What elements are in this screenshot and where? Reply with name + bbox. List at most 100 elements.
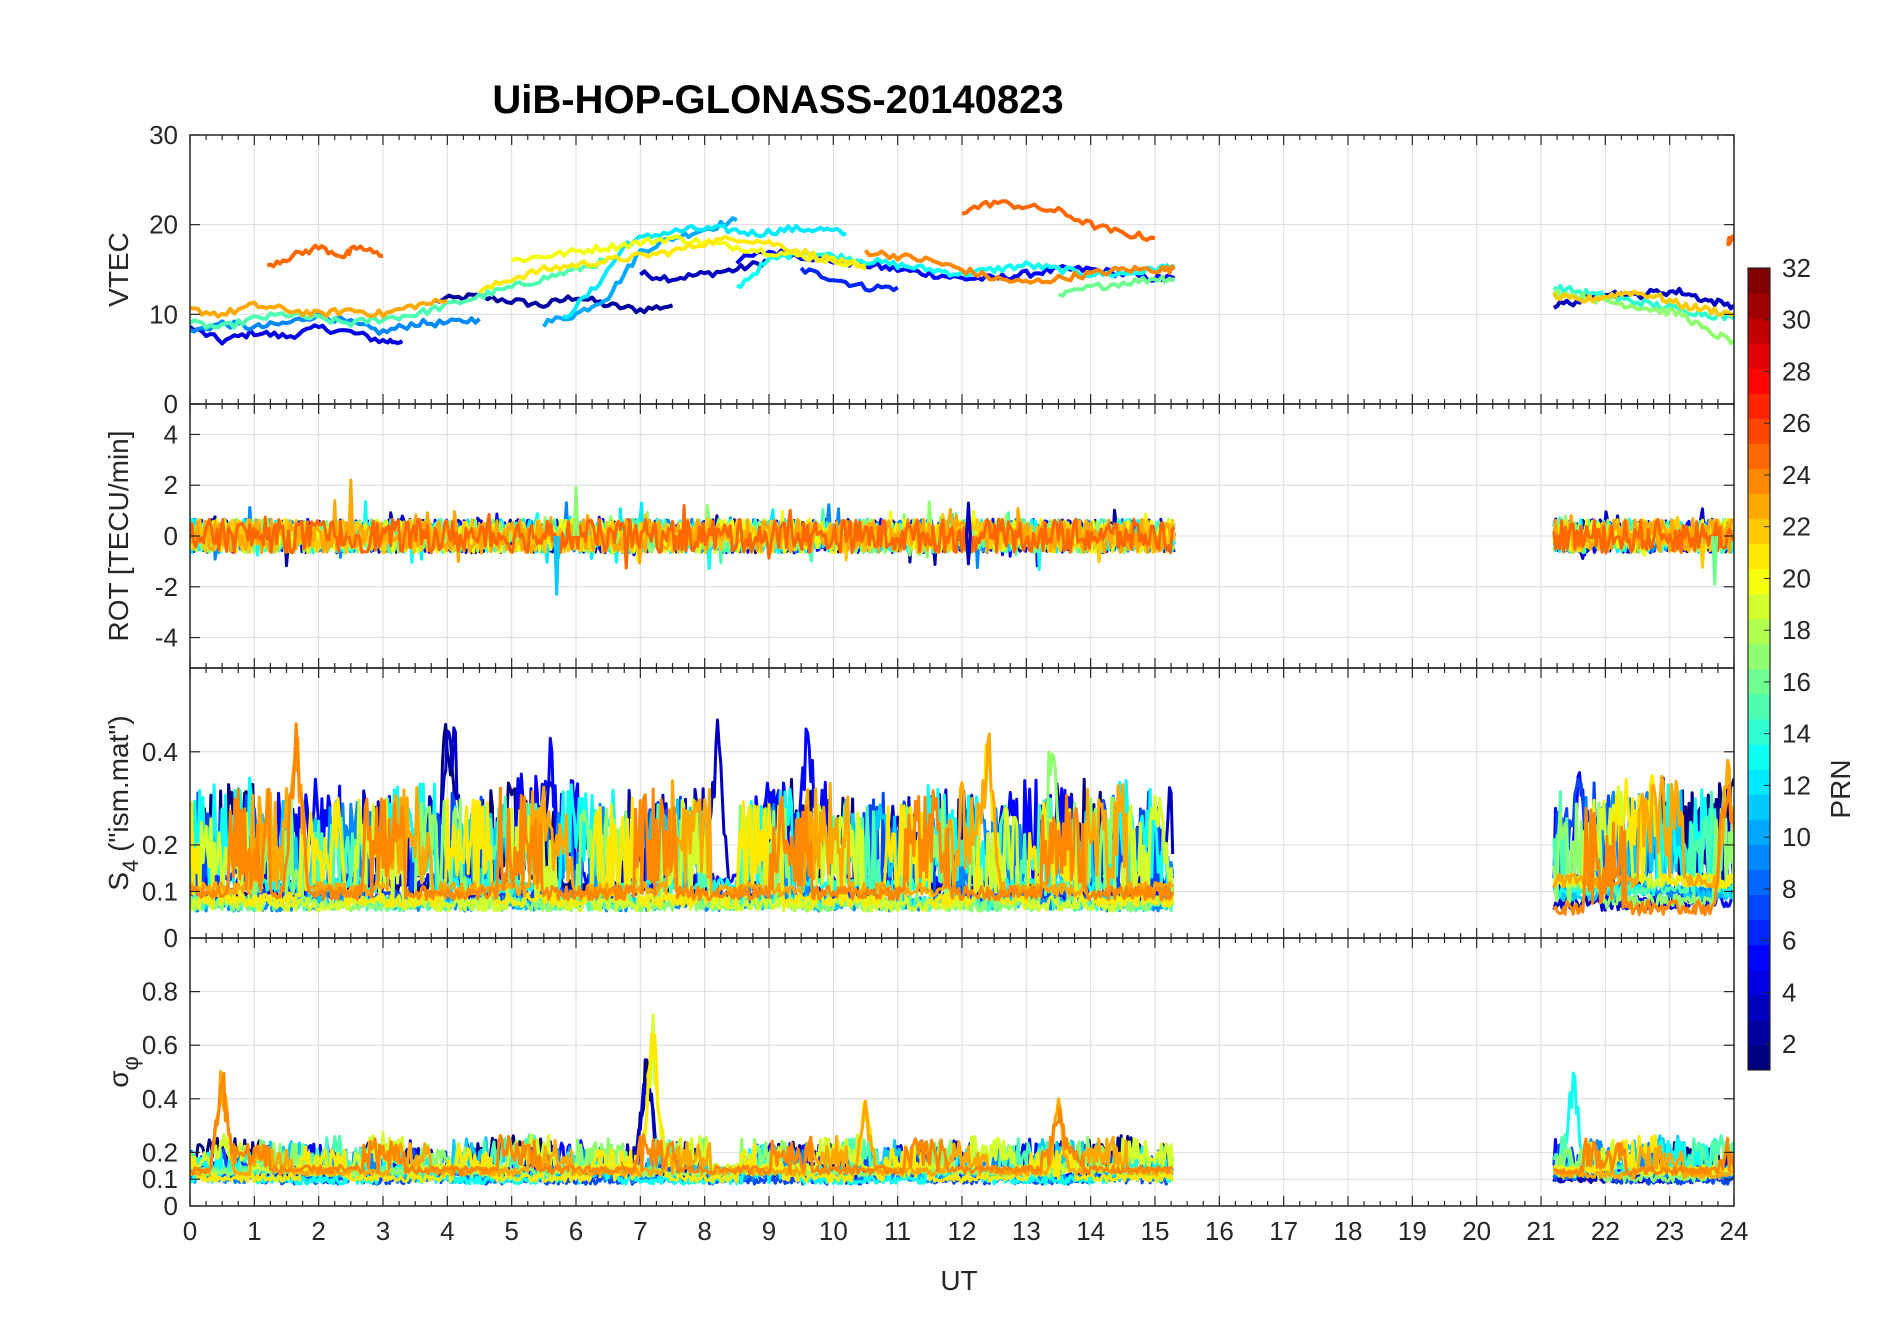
colorbar-swatch <box>1748 543 1770 570</box>
y-tick-label: 0.1 <box>142 876 178 906</box>
x-tick-label: 23 <box>1655 1216 1684 1246</box>
y-tick-label: 2 <box>164 470 178 500</box>
colorbar-swatch <box>1748 318 1770 344</box>
y-axis-label-subscript: φ <box>118 1056 143 1070</box>
y-axis-label: S4 ("ism.mat") <box>103 715 143 890</box>
colorbar-swatch <box>1748 694 1770 720</box>
colorbar-tick-label: 16 <box>1782 667 1811 697</box>
x-tick-label: 3 <box>376 1216 390 1246</box>
ticks <box>189 668 1735 938</box>
colorbar-tick-label: 28 <box>1782 356 1811 386</box>
sigma_phi-series-prn-24 <box>1552 1136 1734 1176</box>
colorbar-swatch <box>1748 618 1770 645</box>
rot-spike <box>965 535 972 566</box>
x-tick-label: 24 <box>1720 1216 1749 1246</box>
colorbar-swatch <box>1748 844 1770 870</box>
chart-title: UiB-HOP-GLONASS-20140823 <box>492 78 1063 122</box>
series-group <box>190 478 1734 596</box>
x-tick-label: 21 <box>1527 1216 1556 1246</box>
y-tick-label: 0.4 <box>142 737 178 767</box>
y-tick-label: 4 <box>164 419 178 449</box>
y-tick-label: 10 <box>149 299 178 329</box>
sigma_phi-series-prn-23 <box>1553 1144 1734 1181</box>
colorbar-tick-label: 6 <box>1782 926 1796 956</box>
colorbar-swatch <box>1748 819 1770 845</box>
x-tick-label: 11 <box>884 1216 911 1246</box>
s4-series-prn-24 <box>190 722 1175 902</box>
x-tick-label: 10 <box>819 1216 848 1246</box>
x-tick-label: 4 <box>440 1216 454 1246</box>
colorbar-tick-label: 24 <box>1782 460 1811 490</box>
rot-spike <box>1711 535 1719 586</box>
colorbar-swatch <box>1748 643 1770 670</box>
y-tick-label: 30 <box>149 120 178 150</box>
vtec-series-prn-16 <box>1057 274 1176 298</box>
sigma_phi-series-prn-21 <box>190 1032 1175 1184</box>
colorbar-swatch <box>1748 1019 1770 1046</box>
x-tick-label: 22 <box>1591 1216 1620 1246</box>
vtec-series-prn-6 <box>799 266 899 293</box>
colorbar-swatch <box>1748 443 1770 469</box>
x-tick-label: 19 <box>1398 1216 1427 1246</box>
x-tick-label: 8 <box>697 1216 711 1246</box>
ticks <box>189 938 1735 1207</box>
y-tick-label: 0.1 <box>142 1164 178 1194</box>
vtec-series-prn-22 <box>1552 289 1734 317</box>
vtec-series-prn-24 <box>863 249 1176 285</box>
series-group <box>190 1013 1734 1186</box>
y-tick-label: 0.2 <box>142 1137 178 1167</box>
colorbar-swatch <box>1748 669 1770 695</box>
y-axis-label-suffix: ("ism.mat") <box>103 715 134 859</box>
rot-spike <box>965 501 972 537</box>
panel-vtec: 0 10 20 30 VTEC <box>103 120 1735 419</box>
x-tick-label: 13 <box>1012 1216 1041 1246</box>
colorbar-tick-label: 10 <box>1782 822 1811 852</box>
colorbar-swatch <box>1748 343 1770 369</box>
colorbar-tick-label: 4 <box>1782 977 1796 1007</box>
y-axis-label: VTEC <box>103 232 134 307</box>
sigma_phi-series-prn-24 <box>190 1071 1174 1176</box>
colorbar-swatch <box>1748 293 1770 319</box>
colorbar-swatch <box>1748 919 1770 946</box>
vtec-series-prn-25 <box>961 199 1156 242</box>
rot-spike <box>572 486 580 537</box>
colorbar-swatch <box>1748 794 1770 820</box>
colorbar-tick-label: 14 <box>1782 719 1811 749</box>
rot-spike <box>347 478 355 537</box>
y-tick-label: -2 <box>155 572 178 602</box>
y-tick-label: 0.2 <box>142 830 178 860</box>
vtec-series-prn-25 <box>1725 234 1734 247</box>
colorbar-tick-label: 22 <box>1782 512 1811 542</box>
vtec-series-prn-4 <box>190 323 404 346</box>
colorbar-swatch <box>1748 468 1770 495</box>
y-axis-label: ROT [TECU/min] <box>103 430 134 641</box>
x-tick-label: 20 <box>1462 1216 1491 1246</box>
rot-series-prn-25 <box>190 504 1176 570</box>
x-tick-label: 6 <box>569 1216 583 1246</box>
y-tick-label: 0 <box>164 923 178 953</box>
colorbar-tick-label: 20 <box>1782 563 1811 593</box>
colorbar-swatch <box>1748 593 1770 620</box>
colorbar-swatch <box>1748 719 1770 745</box>
rot-spike <box>553 535 561 596</box>
s4-series-prn-24 <box>1552 783 1734 917</box>
colorbar-tick-label: 2 <box>1782 1029 1796 1059</box>
y-tick-label: 0.6 <box>142 1030 178 1060</box>
colorbar-tick-label: 32 <box>1782 253 1811 283</box>
colorbar-tick-label: 30 <box>1782 305 1811 335</box>
y-tick-label: -4 <box>155 623 178 653</box>
vtec-series-prn-12 <box>562 223 847 320</box>
x-axis-label: UT <box>940 1265 977 1296</box>
x-tick-label: 17 <box>1269 1216 1298 1246</box>
colorbar-tick-label: 18 <box>1782 615 1811 645</box>
x-tick-label: 5 <box>504 1216 518 1246</box>
x-tick-label: 2 <box>311 1216 325 1246</box>
x-tick-label: 7 <box>633 1216 647 1246</box>
colorbar-swatch <box>1748 518 1770 545</box>
sigma_phi-series-prn-19 <box>190 1013 1175 1174</box>
colorbar-tick-label: 26 <box>1782 408 1811 438</box>
colorbar-swatch <box>1748 894 1770 921</box>
vtec-series-prn-25 <box>266 243 384 269</box>
